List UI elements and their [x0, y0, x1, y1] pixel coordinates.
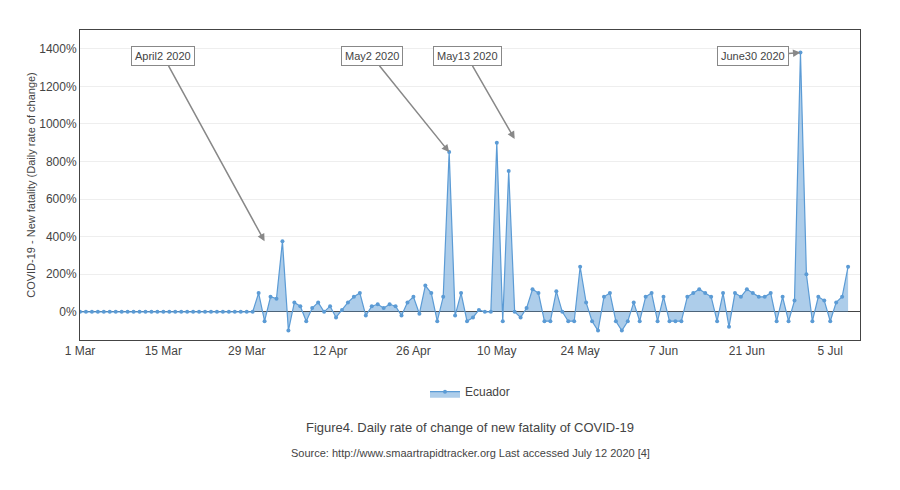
- svg-text:5 Jul: 5 Jul: [818, 344, 843, 358]
- svg-text:21 Jun: 21 Jun: [729, 344, 765, 358]
- svg-text:April2 2020: April2 2020: [135, 50, 191, 62]
- svg-text:May13 2020: May13 2020: [437, 50, 498, 62]
- svg-text:COVID-19 - New fatality (Daily: COVID-19 - New fatality (Daily rate of c…: [25, 72, 37, 298]
- svg-text:Figure4. Daily rate of change: Figure4. Daily rate of change of new fat…: [306, 420, 634, 435]
- svg-text:0%: 0%: [59, 305, 77, 319]
- svg-text:1 Mar: 1 Mar: [65, 344, 96, 358]
- svg-text:10 May: 10 May: [477, 344, 516, 358]
- svg-text:Source: http://www.smaartrapid: Source: http://www.smaartrapidtracker.or…: [291, 447, 650, 459]
- svg-text:200%: 200%: [46, 267, 77, 281]
- svg-text:Ecuador: Ecuador: [465, 385, 510, 399]
- svg-text:15 Mar: 15 Mar: [145, 344, 182, 358]
- svg-text:600%: 600%: [46, 192, 77, 206]
- svg-text:12 Apr: 12 Apr: [313, 344, 348, 358]
- svg-text:24 May: 24 May: [560, 344, 599, 358]
- svg-text:June30 2020: June30 2020: [721, 50, 785, 62]
- svg-text:May2 2020: May2 2020: [345, 50, 399, 62]
- svg-text:29 Mar: 29 Mar: [228, 344, 265, 358]
- svg-text:400%: 400%: [46, 230, 77, 244]
- svg-text:26 Apr: 26 Apr: [396, 344, 431, 358]
- svg-text:1200%: 1200%: [39, 80, 77, 94]
- svg-text:7 Jun: 7 Jun: [649, 344, 678, 358]
- svg-text:1000%: 1000%: [39, 117, 77, 131]
- svg-text:800%: 800%: [46, 155, 77, 169]
- svg-text:1400%: 1400%: [39, 42, 77, 56]
